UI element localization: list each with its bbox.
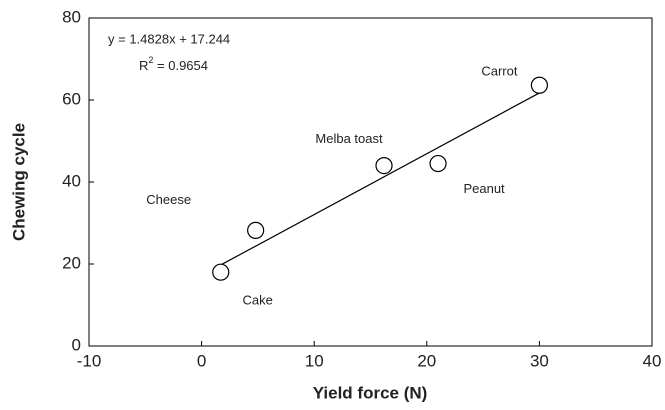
y-axis-title: Chewing cycle <box>9 123 28 241</box>
y-tick-label: 60 <box>62 89 81 108</box>
point-label: Melba toast <box>315 131 383 146</box>
y-tick-label: 0 <box>72 335 81 354</box>
r-squared: R2 = 0.9654 <box>139 55 208 73</box>
y-tick-label: 40 <box>62 171 81 190</box>
x-tick-label: 30 <box>530 351 549 370</box>
y-tick-label: 80 <box>62 7 81 26</box>
x-tick-label: 20 <box>417 351 436 370</box>
point-label: Carrot <box>481 64 518 79</box>
point <box>375 157 393 175</box>
point <box>247 221 265 239</box>
x-tick-label: 0 <box>197 351 206 370</box>
x-tick-label: 40 <box>643 351 662 370</box>
x-axis-title: Yield force (N) <box>313 383 428 402</box>
point-label: Cake <box>243 293 273 308</box>
point <box>530 76 549 94</box>
x-tick-label: 10 <box>305 351 324 370</box>
r-exponent: 2 <box>148 55 153 65</box>
x-tick-label: -10 <box>77 351 102 370</box>
equation: y = 1.4828x + 17.244 <box>108 31 230 46</box>
point <box>212 263 230 281</box>
r-text: = 0.9654 <box>153 58 208 73</box>
r-symbol: R <box>139 58 148 73</box>
trendline <box>220 92 540 266</box>
point-label: Cheese <box>146 192 191 207</box>
point-label: Peanut <box>463 181 505 196</box>
point <box>429 154 447 173</box>
y-tick-label: 20 <box>62 253 81 272</box>
